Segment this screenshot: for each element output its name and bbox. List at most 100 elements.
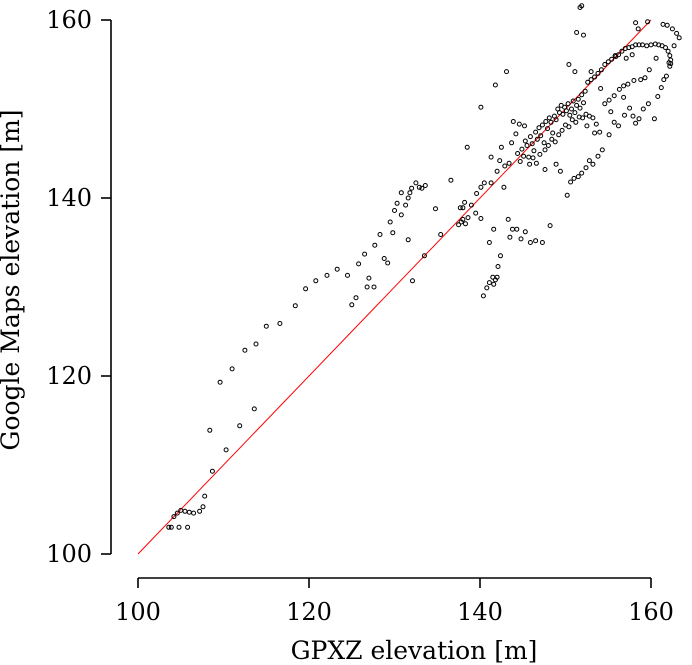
data-point [627, 105, 633, 111]
data-point [674, 30, 680, 36]
data-point [622, 112, 627, 118]
data-point [377, 232, 383, 237]
y-axis-label: Google Maps elevation [m] [0, 109, 25, 450]
data-point [575, 174, 581, 180]
data-point [413, 180, 419, 186]
data-point [588, 77, 594, 83]
data-point [590, 115, 596, 121]
data-point [251, 406, 257, 412]
data-point [533, 160, 539, 166]
data-point [182, 508, 188, 514]
data-point [538, 133, 544, 139]
x-tick-label: 100 [115, 598, 161, 626]
data-point [553, 117, 559, 123]
data-point [372, 242, 378, 248]
data-point [547, 223, 553, 229]
data-point [609, 56, 615, 62]
data-point [549, 136, 555, 142]
data-point [613, 54, 619, 59]
data-point [602, 101, 608, 107]
y-tick-label: 120 [46, 362, 92, 390]
data-point [364, 284, 370, 290]
data-point [605, 59, 611, 65]
data-point [514, 226, 520, 232]
data-point [595, 153, 601, 159]
data-point [186, 509, 192, 515]
data-point [398, 212, 404, 218]
data-point [645, 101, 651, 107]
data-point [653, 55, 659, 61]
data-point [556, 132, 562, 138]
data-point [171, 514, 177, 520]
data-point [623, 55, 629, 61]
data-point [592, 130, 598, 136]
data-point [579, 92, 585, 98]
data-point [635, 26, 641, 32]
data-point [394, 200, 400, 206]
data-point [405, 195, 411, 201]
data-point [568, 179, 574, 185]
data-point [202, 493, 208, 499]
data-point [478, 216, 484, 221]
data-point [518, 236, 524, 242]
data-point [498, 253, 503, 259]
data-point [345, 272, 350, 278]
data-point [207, 427, 213, 433]
data-point [583, 165, 589, 171]
data-point [664, 22, 670, 28]
data-point [409, 185, 415, 191]
data-point [599, 147, 605, 153]
reference-line [137, 19, 652, 555]
data-point [497, 158, 503, 164]
data-point [488, 180, 494, 186]
data-point [200, 504, 206, 510]
data-point [356, 261, 362, 267]
data-point [465, 215, 471, 221]
data-point [606, 132, 612, 138]
data-point [545, 126, 550, 132]
data-point [506, 160, 512, 166]
data-point [533, 238, 539, 244]
data-point [522, 123, 527, 129]
data-point [630, 113, 636, 119]
data-point [313, 278, 319, 284]
data-point [403, 202, 409, 208]
data-point [491, 226, 497, 232]
data-point [597, 129, 603, 135]
data-point [349, 302, 355, 308]
data-point [463, 221, 468, 227]
data-point [542, 167, 548, 172]
data-point [468, 202, 474, 208]
data-point [592, 74, 598, 80]
data-point [526, 154, 532, 160]
data-point [353, 295, 359, 301]
data-point [371, 284, 377, 290]
data-point [462, 199, 468, 205]
data-point [579, 3, 585, 9]
data-point [564, 192, 570, 198]
data-point [456, 222, 462, 228]
data-point [366, 275, 372, 281]
data-point [253, 341, 259, 347]
data-point [633, 120, 639, 126]
data-point [422, 183, 428, 188]
data-point [534, 136, 540, 142]
data-point [537, 151, 543, 157]
data-point [484, 285, 490, 291]
data-point [533, 129, 539, 135]
data-point [527, 134, 533, 140]
data-point [480, 293, 486, 299]
data-point [644, 43, 650, 49]
data-point [585, 79, 591, 85]
data-point [574, 102, 580, 108]
data-point [633, 20, 639, 26]
data-point [419, 185, 425, 191]
data-point [619, 48, 625, 54]
data-point [481, 180, 487, 186]
data-point [621, 83, 627, 89]
y-ticks: 100 120 140 160 [46, 6, 111, 568]
data-point [242, 347, 248, 353]
data-point [566, 124, 572, 130]
data-point [550, 130, 556, 136]
